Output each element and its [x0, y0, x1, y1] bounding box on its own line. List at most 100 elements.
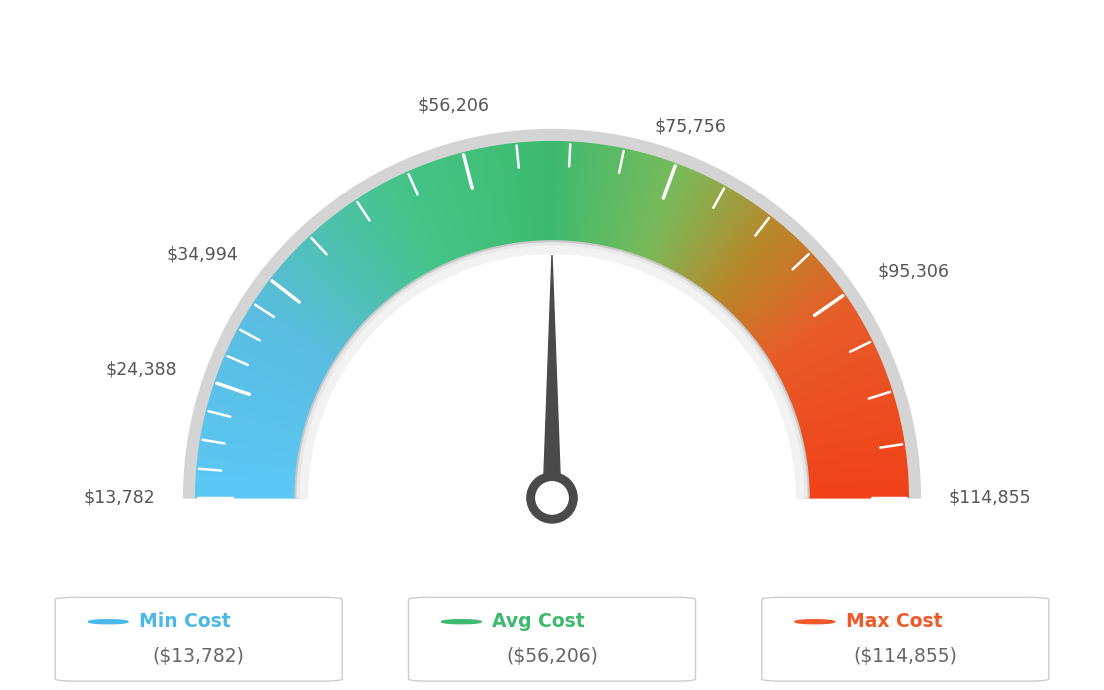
Wedge shape: [295, 250, 369, 322]
Circle shape: [795, 620, 835, 624]
Wedge shape: [290, 254, 367, 325]
Wedge shape: [702, 210, 764, 293]
Wedge shape: [570, 143, 580, 244]
Wedge shape: [383, 183, 433, 273]
Wedge shape: [229, 346, 321, 391]
Wedge shape: [381, 184, 431, 275]
Wedge shape: [202, 431, 301, 452]
Wedge shape: [588, 145, 605, 246]
Wedge shape: [471, 150, 497, 250]
Text: $13,782: $13,782: [84, 489, 156, 507]
Wedge shape: [250, 307, 337, 363]
Wedge shape: [350, 204, 408, 288]
Wedge shape: [734, 248, 808, 320]
Wedge shape: [765, 302, 851, 359]
Wedge shape: [197, 473, 298, 482]
Wedge shape: [240, 324, 329, 375]
Wedge shape: [793, 380, 889, 415]
Wedge shape: [205, 412, 305, 438]
Wedge shape: [564, 142, 572, 244]
Wedge shape: [223, 359, 317, 400]
Wedge shape: [211, 393, 308, 425]
Wedge shape: [232, 339, 323, 386]
Wedge shape: [805, 456, 906, 470]
Wedge shape: [300, 246, 804, 498]
Wedge shape: [805, 448, 905, 464]
Wedge shape: [686, 194, 741, 282]
Wedge shape: [306, 238, 378, 313]
Wedge shape: [198, 459, 298, 472]
Wedge shape: [655, 172, 699, 266]
Wedge shape: [510, 144, 524, 245]
Wedge shape: [203, 426, 302, 448]
Wedge shape: [690, 199, 747, 285]
Wedge shape: [244, 317, 332, 370]
Wedge shape: [505, 144, 520, 245]
Wedge shape: [195, 484, 297, 490]
Wedge shape: [395, 177, 442, 269]
Wedge shape: [201, 437, 300, 456]
Wedge shape: [264, 286, 347, 348]
Wedge shape: [513, 144, 526, 244]
Wedge shape: [781, 339, 872, 386]
Wedge shape: [760, 290, 843, 351]
Text: Avg Cost: Avg Cost: [492, 612, 585, 631]
Wedge shape: [737, 254, 814, 325]
Wedge shape: [524, 143, 534, 244]
Wedge shape: [195, 495, 297, 498]
Wedge shape: [254, 300, 340, 358]
Wedge shape: [711, 220, 777, 300]
Polygon shape: [543, 255, 561, 498]
Wedge shape: [198, 464, 298, 476]
Wedge shape: [742, 260, 819, 329]
Wedge shape: [319, 227, 386, 305]
Wedge shape: [354, 200, 412, 286]
Wedge shape: [428, 163, 466, 259]
Wedge shape: [274, 273, 354, 339]
Wedge shape: [352, 201, 411, 287]
Wedge shape: [357, 199, 414, 285]
Wedge shape: [726, 238, 798, 313]
Wedge shape: [342, 208, 404, 292]
Wedge shape: [764, 300, 850, 358]
Wedge shape: [204, 417, 304, 442]
Wedge shape: [261, 290, 344, 351]
Wedge shape: [804, 445, 904, 462]
Wedge shape: [693, 201, 752, 287]
Wedge shape: [541, 141, 546, 243]
Wedge shape: [736, 252, 811, 324]
Wedge shape: [212, 391, 309, 423]
Wedge shape: [660, 175, 707, 268]
Wedge shape: [599, 148, 622, 248]
Wedge shape: [283, 262, 361, 331]
Wedge shape: [807, 475, 907, 484]
Wedge shape: [756, 284, 839, 346]
FancyBboxPatch shape: [762, 598, 1049, 681]
Wedge shape: [527, 142, 535, 244]
Wedge shape: [807, 484, 909, 490]
Wedge shape: [768, 309, 856, 364]
Wedge shape: [806, 467, 907, 478]
Wedge shape: [388, 181, 436, 272]
Wedge shape: [668, 181, 716, 272]
Wedge shape: [669, 181, 719, 273]
Wedge shape: [203, 423, 302, 446]
Wedge shape: [464, 152, 490, 251]
Wedge shape: [807, 492, 909, 496]
Wedge shape: [604, 149, 627, 248]
Wedge shape: [477, 149, 500, 248]
Wedge shape: [253, 302, 339, 359]
Wedge shape: [296, 248, 370, 320]
Wedge shape: [378, 186, 429, 275]
Wedge shape: [721, 230, 789, 308]
Wedge shape: [560, 142, 566, 243]
Wedge shape: [285, 260, 362, 329]
Wedge shape: [714, 224, 782, 303]
Wedge shape: [562, 142, 569, 243]
Wedge shape: [806, 462, 906, 474]
Wedge shape: [213, 385, 310, 419]
Wedge shape: [344, 206, 405, 290]
Circle shape: [535, 482, 569, 514]
Wedge shape: [592, 146, 611, 246]
Wedge shape: [212, 388, 309, 421]
